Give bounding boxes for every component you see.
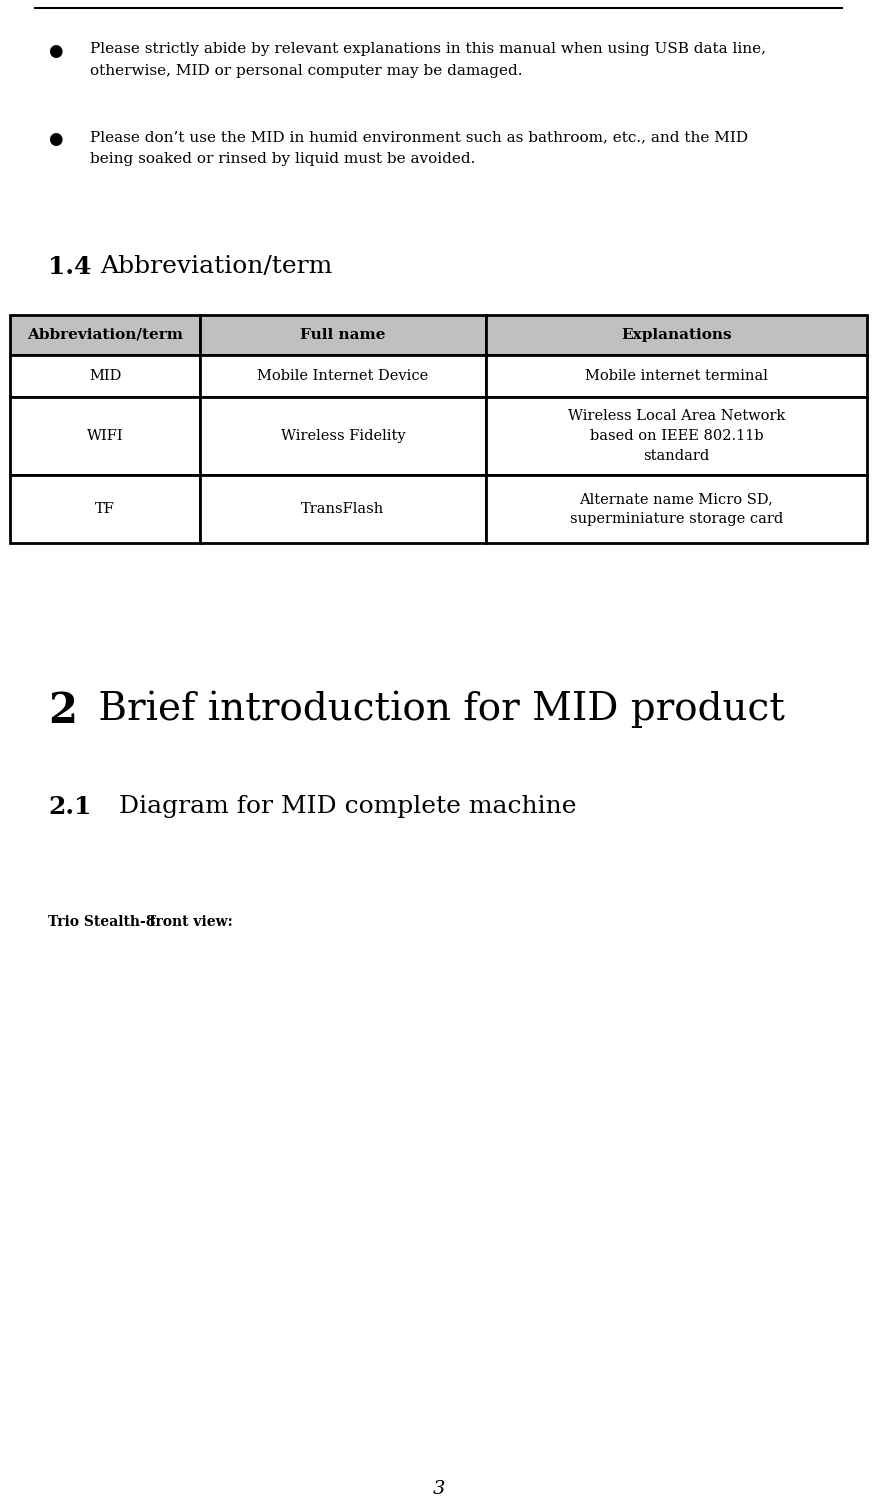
Bar <box>486 314 867 355</box>
Text: 2.1: 2.1 <box>48 795 91 819</box>
Text: Abbreviation/term: Abbreviation/term <box>100 255 332 278</box>
Bar <box>10 397 200 474</box>
Text: TF: TF <box>96 502 115 515</box>
Text: otherwise, MID or personal computer may be damaged.: otherwise, MID or personal computer may … <box>90 63 523 79</box>
Text: Full name: Full name <box>300 328 386 341</box>
Text: Mobile internet terminal: Mobile internet terminal <box>585 369 767 382</box>
Text: being soaked or rinsed by liquid must be avoided.: being soaked or rinsed by liquid must be… <box>90 153 475 166</box>
Text: MID: MID <box>89 369 121 382</box>
Text: 3: 3 <box>432 1479 445 1497</box>
Bar <box>200 314 486 355</box>
Text: ●: ● <box>48 42 62 60</box>
Text: 2: 2 <box>48 691 77 731</box>
Bar <box>200 397 486 474</box>
Text: Explanations: Explanations <box>621 328 731 341</box>
Text: Please strictly abide by relevant explanations in this manual when using USB dat: Please strictly abide by relevant explan… <box>90 42 766 56</box>
Text: Alternate name Micro SD,
superminiature storage card: Alternate name Micro SD, superminiature … <box>570 493 783 526</box>
Text: Diagram for MID complete machine: Diagram for MID complete machine <box>103 795 576 817</box>
Bar <box>486 397 867 474</box>
Text: WIFI: WIFI <box>87 429 124 443</box>
Bar <box>10 474 200 542</box>
Bar <box>486 355 867 397</box>
Text: TransFlash: TransFlash <box>302 502 385 515</box>
Text: Trio Stealth-8: Trio Stealth-8 <box>48 916 155 929</box>
Text: Brief introduction for MID product: Brief introduction for MID product <box>86 691 785 727</box>
Bar <box>10 314 200 355</box>
Text: front view:: front view: <box>130 916 232 929</box>
Bar <box>200 474 486 542</box>
Text: Please don’t use the MID in humid environment such as bathroom, etc., and the MI: Please don’t use the MID in humid enviro… <box>90 130 748 144</box>
Text: Wireless Fidelity: Wireless Fidelity <box>281 429 405 443</box>
Text: ●: ● <box>48 130 62 148</box>
Bar <box>200 355 486 397</box>
Text: Wireless Local Area Network
based on IEEE 802.11b
standard: Wireless Local Area Network based on IEE… <box>567 409 785 462</box>
Text: 1.4: 1.4 <box>48 255 91 280</box>
Text: Abbreviation/term: Abbreviation/term <box>27 328 183 341</box>
Text: Mobile Internet Device: Mobile Internet Device <box>257 369 429 382</box>
Bar <box>10 355 200 397</box>
Bar <box>486 474 867 542</box>
